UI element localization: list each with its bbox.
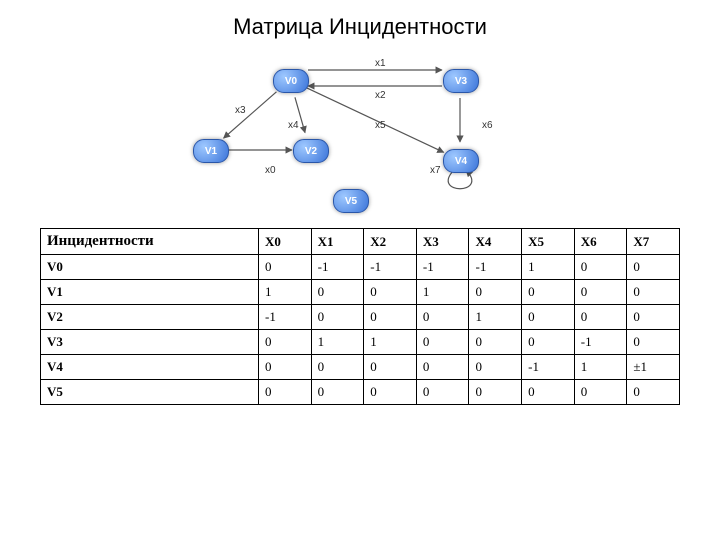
table-row: V00-1-1-1-1100 — [41, 255, 680, 280]
edge-label-x2: x2 — [375, 90, 386, 101]
cell: 0 — [416, 305, 469, 330]
row-head-v5: V5 — [41, 380, 259, 405]
cell: 0 — [627, 330, 680, 355]
cell: 0 — [469, 380, 522, 405]
cell: 1 — [416, 280, 469, 305]
cell: 0 — [416, 355, 469, 380]
cell: -1 — [364, 255, 417, 280]
row-head-v4: V4 — [41, 355, 259, 380]
col-x0: X0 — [258, 229, 311, 255]
col-x6: X6 — [574, 229, 627, 255]
incidence-table: ИнцидентностиX0X1X2X3X4X5X6X7 V00-1-1-1-… — [40, 228, 680, 405]
cell: -1 — [416, 255, 469, 280]
edge-label-x5: x5 — [375, 120, 386, 131]
cell: 0 — [311, 305, 364, 330]
cell: -1 — [469, 255, 522, 280]
cell: 0 — [258, 380, 311, 405]
row-head-v1: V1 — [41, 280, 259, 305]
table-row: V2-10001000 — [41, 305, 680, 330]
cell: ±1 — [627, 355, 680, 380]
cell: 0 — [522, 380, 575, 405]
cell: 0 — [574, 305, 627, 330]
cell: 0 — [469, 330, 522, 355]
cell: 0 — [258, 255, 311, 280]
cell: 0 — [522, 330, 575, 355]
col-x2: X2 — [364, 229, 417, 255]
slide: Матрица Инцидентности V0V1V2V3V4V5 x0x1x… — [0, 0, 720, 540]
edge-label-x6: x6 — [482, 120, 493, 131]
graph-node-v5: V5 — [333, 189, 369, 213]
edge-label-x4: x4 — [288, 120, 299, 131]
cell: 0 — [469, 280, 522, 305]
row-head-v3: V3 — [41, 330, 259, 355]
cell: 0 — [627, 305, 680, 330]
cell: 0 — [416, 380, 469, 405]
cell: 1 — [574, 355, 627, 380]
edge-x3 — [224, 92, 277, 138]
row-head-v2: V2 — [41, 305, 259, 330]
edge-label-x0: x0 — [265, 165, 276, 176]
cell: 0 — [627, 255, 680, 280]
page-title: Матрица Инцидентности — [0, 0, 720, 40]
col-x5: X5 — [522, 229, 575, 255]
cell: 0 — [311, 380, 364, 405]
graph-node-v4: V4 — [443, 149, 479, 173]
table-row: V3011000-10 — [41, 330, 680, 355]
cell: 0 — [364, 280, 417, 305]
cell: 0 — [311, 280, 364, 305]
table-row: V500000000 — [41, 380, 680, 405]
cell: 1 — [469, 305, 522, 330]
cell: -1 — [522, 355, 575, 380]
cell: 0 — [627, 280, 680, 305]
cell: 0 — [522, 305, 575, 330]
cell: -1 — [574, 330, 627, 355]
incidence-table-wrap: ИнцидентностиX0X1X2X3X4X5X6X7 V00-1-1-1-… — [40, 228, 680, 405]
col-x1: X1 — [311, 229, 364, 255]
cell: 0 — [258, 355, 311, 380]
table-corner: Инцидентности — [41, 229, 259, 255]
cell: 0 — [574, 280, 627, 305]
cell: 1 — [522, 255, 575, 280]
cell: 0 — [364, 355, 417, 380]
edge-label-x3: x3 — [235, 105, 246, 116]
cell: 0 — [364, 380, 417, 405]
graph-node-v3: V3 — [443, 69, 479, 93]
col-x3: X3 — [416, 229, 469, 255]
row-head-v0: V0 — [41, 255, 259, 280]
graph-node-v0: V0 — [273, 69, 309, 93]
table-row: V400000-11±1 — [41, 355, 680, 380]
cell: 0 — [627, 380, 680, 405]
cell: 0 — [574, 380, 627, 405]
cell: 1 — [364, 330, 417, 355]
cell: 0 — [258, 330, 311, 355]
cell: 0 — [522, 280, 575, 305]
col-x4: X4 — [469, 229, 522, 255]
cell: 1 — [258, 280, 311, 305]
cell: 0 — [469, 355, 522, 380]
cell: -1 — [311, 255, 364, 280]
edge-label-x7: x7 — [430, 165, 441, 176]
edge-label-x1: x1 — [375, 58, 386, 69]
cell: 0 — [311, 355, 364, 380]
cell: 1 — [311, 330, 364, 355]
graph-node-v1: V1 — [193, 139, 229, 163]
table-row: V110010000 — [41, 280, 680, 305]
cell: 0 — [416, 330, 469, 355]
graph-node-v2: V2 — [293, 139, 329, 163]
graph-diagram: V0 V1 V2 V3 V4 V5 x0 x1 x2 x3 x4 x5 x6 x7 — [180, 50, 540, 220]
cell: -1 — [258, 305, 311, 330]
cell: 0 — [574, 255, 627, 280]
cell: 0 — [364, 305, 417, 330]
col-x7: X7 — [627, 229, 680, 255]
